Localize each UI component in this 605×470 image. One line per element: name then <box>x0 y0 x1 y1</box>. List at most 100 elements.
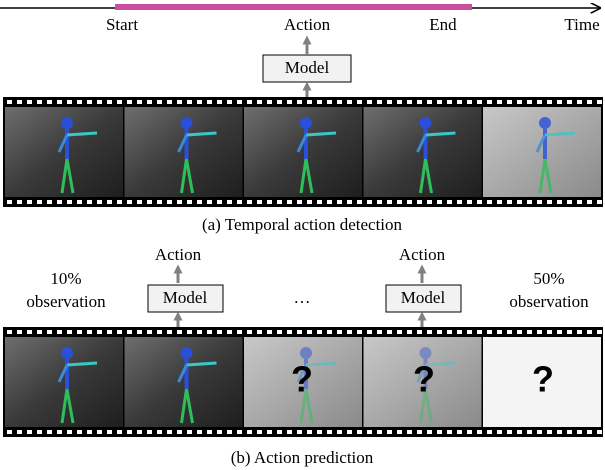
sprocket <box>557 200 562 204</box>
sprocket <box>227 430 232 434</box>
sprocket <box>327 330 332 334</box>
sprocket <box>67 100 72 104</box>
sprocket <box>57 100 62 104</box>
sprocket <box>307 200 312 204</box>
sprocket <box>437 330 442 334</box>
sprocket <box>187 100 192 104</box>
sprocket <box>157 200 162 204</box>
sprocket <box>137 100 142 104</box>
sprocket <box>557 330 562 334</box>
sprocket <box>467 200 472 204</box>
sprocket <box>157 330 162 334</box>
sprocket <box>57 430 62 434</box>
sprocket <box>167 200 172 204</box>
sprocket <box>347 200 352 204</box>
sprocket <box>207 430 212 434</box>
sprocket <box>427 330 432 334</box>
sprocket <box>547 430 552 434</box>
sprocket <box>487 430 492 434</box>
bone <box>67 133 97 135</box>
sprocket <box>457 430 462 434</box>
observation: observation <box>509 292 589 311</box>
sprocket <box>57 200 62 204</box>
sprocket <box>507 330 512 334</box>
unknown-mark: ? <box>532 359 554 400</box>
sprocket <box>517 100 522 104</box>
sprocket <box>447 430 452 434</box>
sprocket <box>107 100 112 104</box>
sprocket <box>457 100 462 104</box>
head <box>61 347 73 359</box>
sprocket <box>87 200 92 204</box>
sprocket <box>207 200 212 204</box>
sprocket <box>247 200 252 204</box>
sprocket <box>427 200 432 204</box>
sprocket <box>97 200 102 204</box>
sprocket <box>337 100 342 104</box>
head <box>300 347 312 359</box>
sprocket <box>77 330 82 334</box>
sprocket <box>37 200 42 204</box>
sprocket <box>107 330 112 334</box>
sprocket <box>117 100 122 104</box>
model-label: Model <box>285 58 330 77</box>
sprocket <box>97 430 102 434</box>
sprocket <box>497 330 502 334</box>
sprocket <box>247 430 252 434</box>
sprocket <box>107 430 112 434</box>
sprocket <box>47 430 52 434</box>
sprocket <box>477 430 482 434</box>
sprocket <box>207 100 212 104</box>
sprocket <box>577 330 582 334</box>
sprocket <box>87 100 92 104</box>
sprocket <box>307 100 312 104</box>
action-label: Action <box>399 245 446 264</box>
sprocket <box>597 100 602 104</box>
sprocket <box>217 200 222 204</box>
sprocket <box>587 430 592 434</box>
sprocket <box>537 200 542 204</box>
sprocket <box>67 430 72 434</box>
sprocket <box>377 100 382 104</box>
sprocket <box>227 330 232 334</box>
sprocket <box>217 330 222 334</box>
sprocket <box>297 200 302 204</box>
sprocket <box>197 200 202 204</box>
sprocket <box>567 200 572 204</box>
sprocket <box>487 330 492 334</box>
sprocket <box>477 200 482 204</box>
sprocket <box>467 100 472 104</box>
bone <box>187 363 217 365</box>
sprocket <box>137 430 142 434</box>
sprocket <box>297 430 302 434</box>
sprocket <box>37 100 42 104</box>
sprocket <box>507 200 512 204</box>
sprocket <box>567 100 572 104</box>
sprocket <box>107 200 112 204</box>
bone <box>67 363 97 365</box>
sprocket <box>207 330 212 334</box>
sprocket <box>27 200 32 204</box>
sprocket <box>47 100 52 104</box>
sprocket <box>547 330 552 334</box>
sprocket <box>257 430 262 434</box>
ellipsis: … <box>294 288 311 307</box>
sprocket <box>487 100 492 104</box>
sprocket <box>597 330 602 334</box>
caption: (b) Action prediction <box>231 448 374 467</box>
sprocket <box>27 330 32 334</box>
sprocket <box>337 200 342 204</box>
sprocket <box>77 430 82 434</box>
sprocket <box>237 430 242 434</box>
sprocket <box>137 330 142 334</box>
sprocket <box>277 200 282 204</box>
sprocket <box>317 200 322 204</box>
sprocket <box>397 200 402 204</box>
sprocket <box>567 330 572 334</box>
sprocket <box>167 430 172 434</box>
sprocket <box>367 200 372 204</box>
head <box>181 347 193 359</box>
sprocket <box>357 430 362 434</box>
sprocket <box>397 430 402 434</box>
sprocket <box>277 330 282 334</box>
